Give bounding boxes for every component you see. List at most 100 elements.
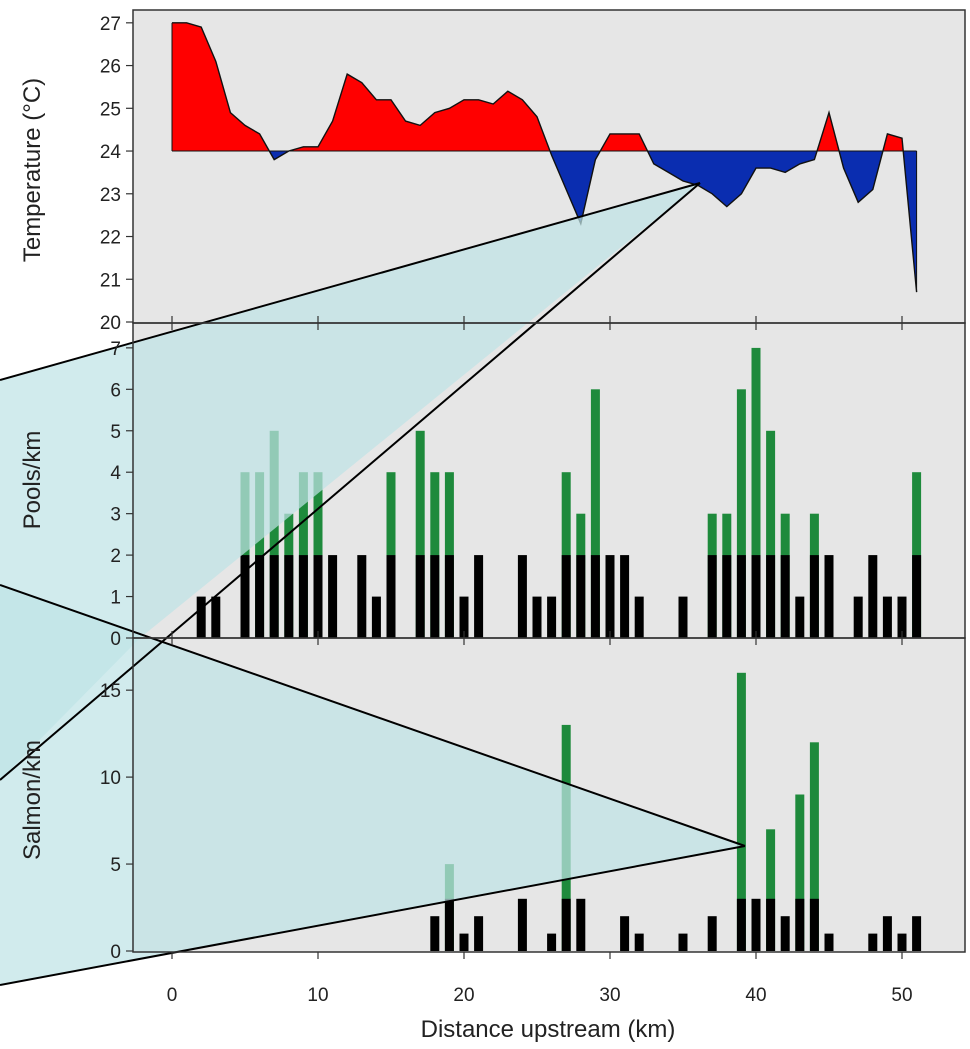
pool-base-bar bbox=[313, 555, 323, 638]
pools-panel bbox=[196, 347, 922, 638]
pool-total-bar bbox=[736, 389, 746, 638]
x-tick-label: 40 bbox=[745, 985, 766, 1006]
pools-tick-label: 3 bbox=[110, 505, 121, 526]
pool-total-bar bbox=[415, 430, 425, 638]
salmon-total-bar bbox=[809, 742, 819, 951]
salmon-base-bar bbox=[561, 898, 571, 951]
salmon-base-bar bbox=[736, 898, 746, 951]
overlay-edge-line bbox=[0, 182, 701, 781]
salmon-base-bar bbox=[809, 898, 819, 951]
pool-base-bar bbox=[678, 596, 688, 638]
pool-base-bar bbox=[459, 596, 469, 638]
salmon-base-bar bbox=[634, 933, 644, 951]
pool-base-bar bbox=[474, 555, 484, 638]
salmon-base-bar bbox=[882, 916, 892, 951]
salmon-base-bar bbox=[824, 933, 834, 951]
temperature-axis-label: Temperature (°C) bbox=[19, 78, 46, 262]
temperature-tick-label: 20 bbox=[100, 313, 121, 334]
pool-base-bar bbox=[298, 555, 308, 638]
pool-base-bar bbox=[284, 555, 294, 638]
zoom-overlay bbox=[0, 182, 746, 986]
salmon-base-bar bbox=[912, 916, 922, 951]
pool-base-bar bbox=[868, 555, 878, 638]
temperature-tick-label: 26 bbox=[100, 57, 121, 78]
pool-base-bar bbox=[809, 555, 819, 638]
salmon-base-bar bbox=[459, 933, 469, 951]
pool-base-bar bbox=[576, 555, 586, 638]
x-tick-label: 10 bbox=[307, 985, 328, 1006]
temperature-below-area bbox=[269, 151, 917, 293]
pool-base-bar bbox=[211, 596, 221, 638]
salmon-base-bar bbox=[517, 898, 527, 951]
pool-base-bar bbox=[196, 596, 206, 638]
pool-base-bar bbox=[386, 555, 396, 638]
pool-base-bar bbox=[912, 555, 922, 638]
panel-frame bbox=[132, 637, 966, 953]
pool-base-bar bbox=[430, 555, 440, 638]
overlay-edge-line bbox=[0, 845, 746, 986]
pools-tick-label: 2 bbox=[110, 546, 121, 567]
x-tick-label: 30 bbox=[599, 985, 620, 1006]
salmon-base-bar bbox=[444, 898, 454, 951]
pool-base-bar bbox=[897, 596, 907, 638]
overlay-edge-line bbox=[0, 182, 701, 381]
pool-base-bar bbox=[444, 555, 454, 638]
pool-base-bar bbox=[795, 596, 805, 638]
temperature-tick-label: 24 bbox=[100, 142, 122, 163]
pool-total-bar bbox=[751, 347, 761, 638]
salmon-base-bar bbox=[547, 933, 557, 951]
salmon-base-bar bbox=[474, 916, 484, 951]
pool-base-bar bbox=[532, 596, 542, 638]
salmon-base-bar bbox=[766, 898, 776, 951]
pools-tick-label: 6 bbox=[110, 380, 121, 401]
pool-base-bar bbox=[722, 555, 732, 638]
pool-base-bar bbox=[882, 596, 892, 638]
temperature-tick-label: 22 bbox=[100, 228, 121, 249]
salmon-base-bar bbox=[897, 933, 907, 951]
salmon-total-bar bbox=[766, 829, 776, 951]
salmon-tick-label: 10 bbox=[100, 768, 121, 789]
temperature-panel bbox=[171, 22, 918, 293]
pool-base-bar bbox=[547, 596, 557, 638]
temperature-tick-label: 23 bbox=[100, 185, 121, 206]
temperature-line bbox=[172, 22, 918, 293]
overlay-upper-wedge bbox=[0, 183, 700, 780]
temperature-tick-label: 27 bbox=[100, 14, 121, 35]
salmon-base-bar bbox=[678, 933, 688, 951]
pool-base-bar bbox=[255, 555, 265, 638]
overlay-edge-line bbox=[0, 584, 746, 847]
salmon-base-bar bbox=[707, 916, 717, 951]
pools-axis-label: Pools/km bbox=[19, 431, 46, 530]
pool-base-bar bbox=[853, 596, 863, 638]
pool-base-bar bbox=[590, 555, 600, 638]
pools-tick-label: 5 bbox=[110, 422, 121, 443]
pool-total-bar bbox=[269, 430, 279, 638]
x-axis-label: Distance upstream (km) bbox=[421, 1016, 676, 1043]
salmon-base-bar bbox=[795, 898, 805, 951]
pool-base-bar bbox=[240, 555, 250, 638]
salmon-base-bar bbox=[576, 898, 586, 951]
salmon-base-bar bbox=[868, 933, 878, 951]
pool-base-bar bbox=[751, 555, 761, 638]
salmon-tick-label: 0 bbox=[110, 942, 121, 963]
x-tick-label: 20 bbox=[453, 985, 474, 1006]
salmon-base-bar bbox=[430, 916, 440, 951]
pools-tick-label: 4 bbox=[110, 463, 121, 484]
salmon-total-bar bbox=[795, 794, 805, 951]
pool-base-bar bbox=[371, 596, 381, 638]
salmon-base-bar bbox=[620, 916, 630, 951]
pool-total-bar bbox=[766, 430, 776, 638]
pools-tick-label: 1 bbox=[110, 588, 121, 609]
pool-base-bar bbox=[780, 555, 790, 638]
overlay-lower-wedge bbox=[0, 585, 745, 985]
pool-base-bar bbox=[634, 596, 644, 638]
pool-total-bar bbox=[590, 389, 600, 638]
pools-tick-label: 0 bbox=[110, 629, 121, 650]
salmon-base-bar bbox=[751, 898, 761, 951]
salmon-total-bar bbox=[736, 672, 746, 951]
x-tick-label: 0 bbox=[167, 985, 178, 1006]
pool-base-bar bbox=[357, 555, 367, 638]
salmon-base-bar bbox=[780, 916, 790, 951]
salmon-tick-label: 5 bbox=[110, 855, 121, 876]
